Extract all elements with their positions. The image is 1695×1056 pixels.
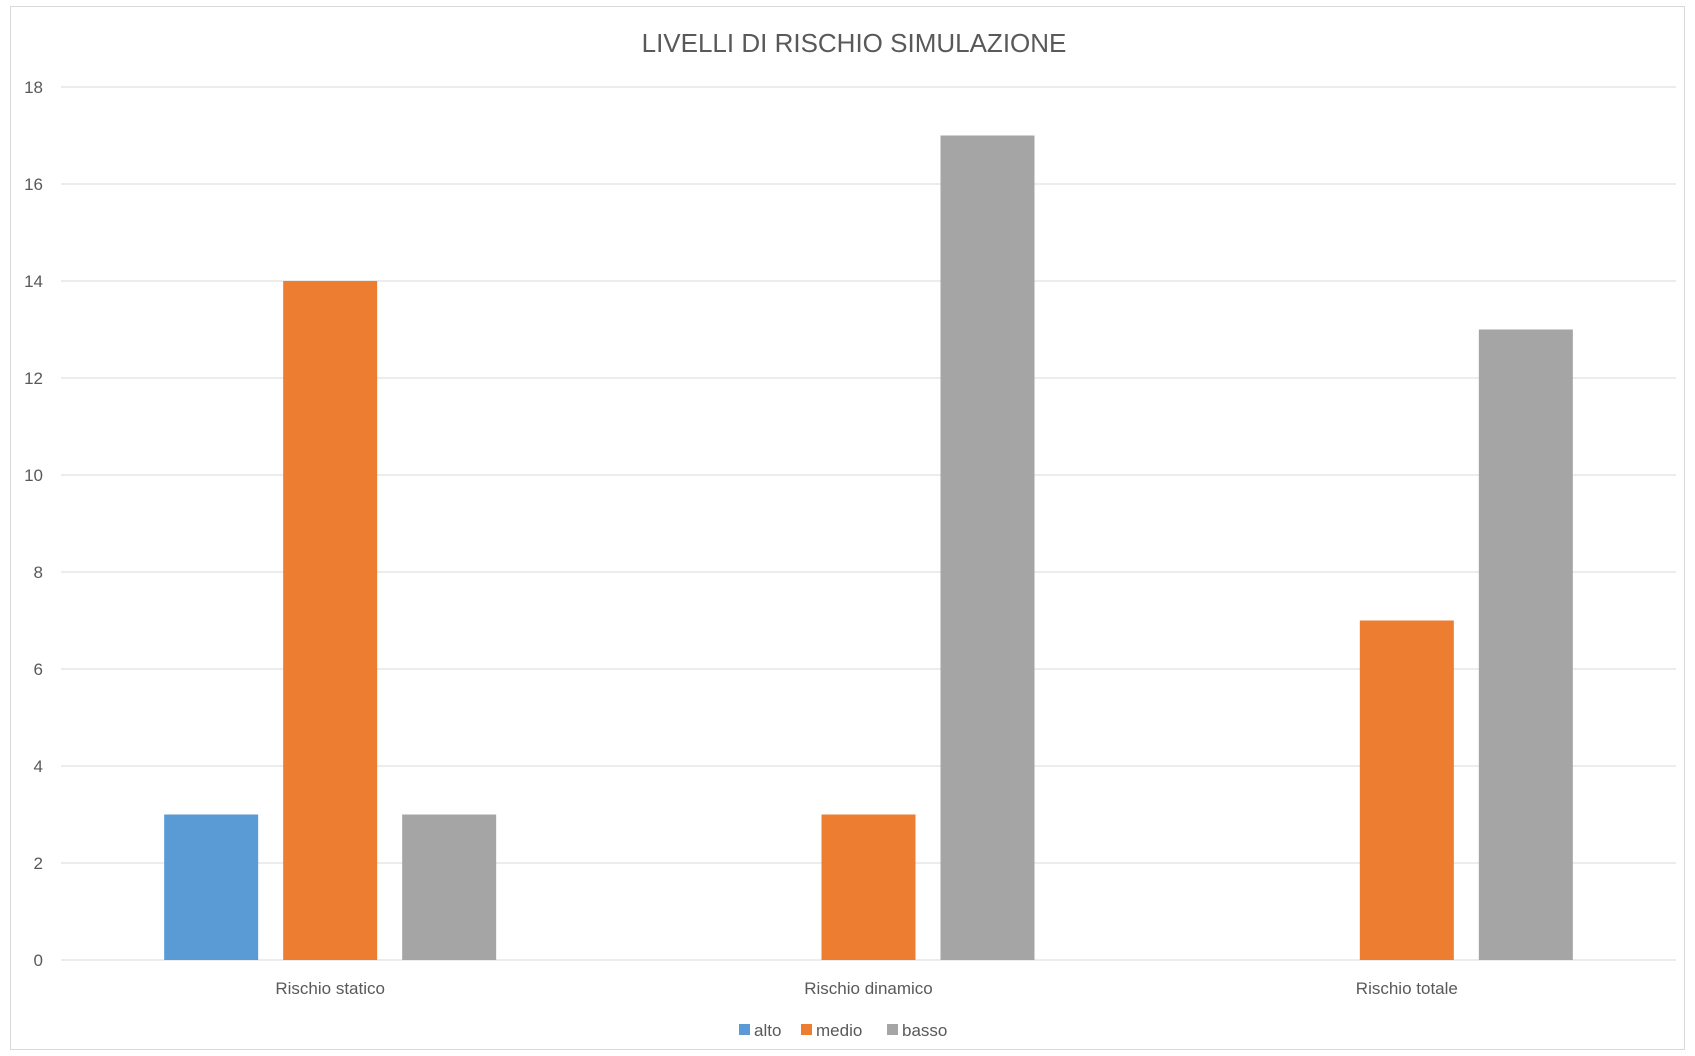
- x-tick-label: Rischio totale: [1356, 979, 1458, 998]
- x-tick-label: Rischio statico: [275, 979, 385, 998]
- bar-medio-1: [821, 814, 916, 960]
- y-tick-label: 12: [24, 369, 43, 388]
- chart-title: LIVELLI DI RISCHIO SIMULAZIONE: [642, 28, 1067, 58]
- y-tick-label: 0: [34, 951, 43, 970]
- y-tick-label: 2: [34, 854, 43, 873]
- legend-label-alto: alto: [754, 1021, 781, 1040]
- legend-label-medio: medio: [816, 1021, 862, 1040]
- bar-basso-0: [402, 814, 497, 960]
- y-tick-label: 10: [24, 466, 43, 485]
- y-tick-label: 14: [24, 272, 43, 291]
- bar-alto-0: [164, 814, 259, 960]
- bar-basso-1: [940, 135, 1035, 960]
- bar-basso-2: [1478, 329, 1573, 960]
- y-tick-label: 4: [34, 757, 43, 776]
- bars: [164, 135, 1573, 960]
- x-tick-label: Rischio dinamico: [804, 979, 933, 998]
- legend-swatch-basso: [887, 1024, 898, 1035]
- y-tick-label: 6: [34, 660, 43, 679]
- bar-medio-0: [283, 281, 378, 960]
- y-tick-label: 18: [24, 78, 43, 97]
- y-tick-label: 16: [24, 175, 43, 194]
- legend-swatch-medio: [801, 1024, 812, 1035]
- bar-medio-2: [1359, 620, 1454, 960]
- legend-swatch-alto: [739, 1024, 750, 1035]
- legend-label-basso: basso: [902, 1021, 947, 1040]
- y-axis-ticks: 0 2 4 6 8 10 12 14 16 18: [24, 78, 43, 970]
- legend: alto medio basso: [739, 1021, 947, 1040]
- x-axis-ticks: Rischio statico Rischio dinamico Rischio t…: [275, 979, 1458, 998]
- y-tick-label: 8: [34, 563, 43, 582]
